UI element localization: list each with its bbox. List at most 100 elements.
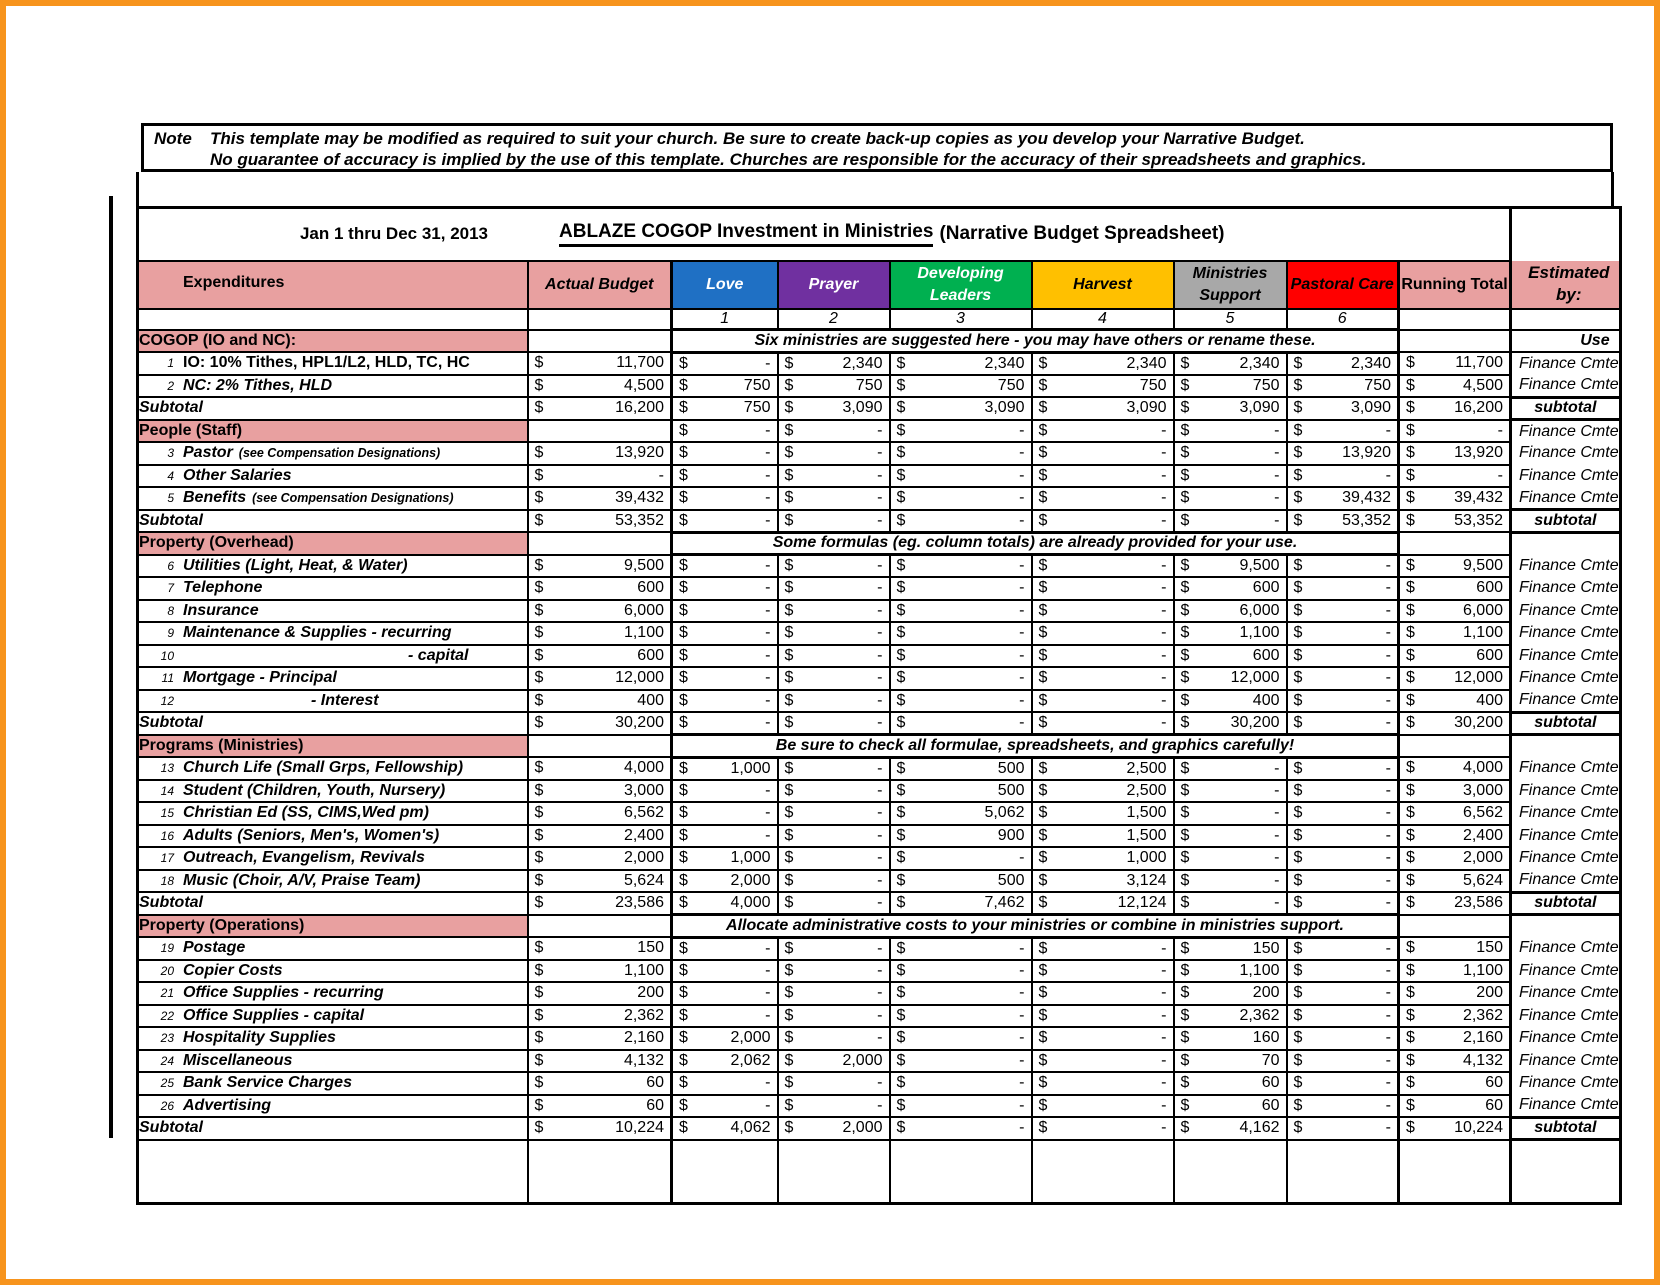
subtotal-running_total-cell[interactable]: $23,586 <box>1397 891 1512 916</box>
ministries_support-cell[interactable]: $400 <box>1172 688 1288 713</box>
running_total-cell[interactable]: $400 <box>1397 688 1512 713</box>
section-note[interactable]: Six ministries are suggested here - you … <box>670 328 1400 354</box>
harvest-cell[interactable]: $2,500 <box>1030 778 1175 803</box>
section-ministries_support-cell[interactable]: $ - <box>1172 418 1288 443</box>
developing-cell[interactable]: $ - <box>888 643 1033 668</box>
estimated-by-cell[interactable]: Finance Cmte <box>1509 487 1622 510</box>
developing-cell[interactable]: $2,340 <box>888 351 1033 376</box>
expenditure-label-cell[interactable]: 22 Office Supplies - capital <box>136 1003 529 1028</box>
section-note[interactable]: Some formulas (eg. column totals) are al… <box>670 530 1400 556</box>
subtotal-love-cell[interactable]: $ - <box>670 711 779 736</box>
expenditure-label-cell[interactable]: 26 Advertising <box>136 1093 529 1118</box>
harvest-cell[interactable]: $750 <box>1030 373 1175 398</box>
pastoral_care-cell[interactable]: $ - <box>1285 846 1400 871</box>
harvest-cell[interactable]: $ - <box>1030 643 1175 668</box>
developing-cell[interactable]: $750 <box>888 373 1033 398</box>
column-header-developing[interactable]: Developing Leaders <box>888 259 1033 310</box>
subtotal-ministries_support-cell[interactable]: $3,090 <box>1172 396 1288 421</box>
column-header-pastoral_care[interactable]: Pastoral Care <box>1285 259 1400 310</box>
love-cell[interactable]: $2,000 <box>670 1026 779 1051</box>
prayer-cell[interactable]: $ - <box>776 463 891 488</box>
love-cell[interactable]: $ - <box>670 1093 779 1118</box>
section-pastoral_care-cell[interactable]: $ - <box>1285 418 1400 443</box>
prayer-cell[interactable]: $ - <box>776 756 891 781</box>
prayer-cell[interactable]: $ - <box>776 981 891 1006</box>
estimated-by-cell[interactable]: Finance Cmte <box>1509 802 1622 825</box>
subtotal-ministries_support-cell[interactable]: $4,162 <box>1172 1116 1288 1141</box>
ministries_support-cell[interactable]: $ - <box>1172 441 1288 466</box>
prayer-cell[interactable]: $ - <box>776 801 891 826</box>
love-cell[interactable]: $ - <box>670 621 779 646</box>
developing-cell[interactable]: $ - <box>888 486 1033 511</box>
prayer-cell[interactable]: $ - <box>776 958 891 983</box>
expenditure-label-cell[interactable]: 8 Insurance <box>136 598 529 623</box>
running_total-cell[interactable]: $12,000 <box>1397 666 1512 691</box>
prayer-cell[interactable]: $2,000 <box>776 1048 891 1073</box>
expenditure-label-cell[interactable]: 20 Copier Costs <box>136 958 529 983</box>
subtotal-actual-cell[interactable]: $53,352 <box>526 508 673 533</box>
pastoral_care-cell[interactable]: $ - <box>1285 823 1400 848</box>
expenditure-label-cell[interactable]: 12 - Interest <box>136 688 529 713</box>
developing-cell[interactable]: $ - <box>888 441 1033 466</box>
prayer-cell[interactable]: $ - <box>776 598 891 623</box>
expenditure-label-cell[interactable]: 1 IO: 10% Tithes, HPL1/L2, HLD, TC, HC <box>136 351 529 376</box>
ministries_support-cell[interactable]: $6,000 <box>1172 598 1288 623</box>
section-love-cell[interactable]: $ - <box>670 418 779 443</box>
expenditure-label-cell[interactable]: 15 Christian Ed (SS, CIMS,Wed pm) <box>136 801 529 826</box>
subtotal-pastoral_care-cell[interactable]: $ - <box>1285 1116 1400 1141</box>
love-cell[interactable]: $ - <box>670 463 779 488</box>
prayer-cell[interactable]: $ - <box>776 666 891 691</box>
love-cell[interactable]: $1,000 <box>670 846 779 871</box>
section-prayer-cell[interactable]: $ - <box>776 418 891 443</box>
harvest-cell[interactable]: $1,500 <box>1030 823 1175 848</box>
estimated-by-cell[interactable]: Finance Cmte <box>1509 937 1622 960</box>
expenditure-label-cell[interactable]: 6 Utilities (Light, Heat, & Water) <box>136 553 529 578</box>
column-header-estimated-by[interactable]: Estimated by: <box>1509 260 1622 309</box>
pastoral_care-cell[interactable]: $ - <box>1285 1071 1400 1096</box>
expenditure-label-cell[interactable]: 17 Outreach, Evangelism, Revivals <box>136 846 529 871</box>
pastoral_care-cell[interactable]: $750 <box>1285 373 1400 398</box>
section-label[interactable]: COGOP (IO and NC): <box>136 328 529 353</box>
actual-cell[interactable]: $4,000 <box>526 756 673 781</box>
ministries_support-cell[interactable]: $ - <box>1172 778 1288 803</box>
running_total-cell[interactable]: $4,500 <box>1397 373 1512 398</box>
prayer-cell[interactable]: $ - <box>776 1071 891 1096</box>
ministries_support-cell[interactable]: $150 <box>1172 936 1288 961</box>
developing-cell[interactable]: $ - <box>888 598 1033 623</box>
running_total-cell[interactable]: $13,920 <box>1397 441 1512 466</box>
subtotal-love-cell[interactable]: $4,000 <box>670 891 779 916</box>
expenditure-label-cell[interactable]: 5 Benefits (see Compensation Designations) <box>136 486 529 511</box>
estimated-by-cell[interactable]: Finance Cmte <box>1509 644 1622 667</box>
pastoral_care-cell[interactable]: $ - <box>1285 981 1400 1006</box>
pastoral_care-cell[interactable]: $ - <box>1285 958 1400 983</box>
harvest-cell[interactable]: $1,500 <box>1030 801 1175 826</box>
harvest-cell[interactable]: $ - <box>1030 666 1175 691</box>
expenditure-label-cell[interactable]: 16 Adults (Seniors, Men's, Women's) <box>136 823 529 848</box>
column-header-ministries_support[interactable]: Ministries Support <box>1172 259 1288 310</box>
harvest-cell[interactable]: $ - <box>1030 463 1175 488</box>
developing-cell[interactable]: $ - <box>888 553 1033 578</box>
harvest-cell[interactable]: $ - <box>1030 688 1175 713</box>
actual-cell[interactable]: $ - <box>526 463 673 488</box>
harvest-cell[interactable]: $ - <box>1030 1048 1175 1073</box>
developing-cell[interactable]: $ - <box>888 621 1033 646</box>
ministries_support-cell[interactable]: $160 <box>1172 1026 1288 1051</box>
subtotal-love-cell[interactable]: $750 <box>670 396 779 421</box>
developing-cell[interactable]: $ - <box>888 1093 1033 1118</box>
ministries_support-cell[interactable]: $ - <box>1172 846 1288 871</box>
actual-cell[interactable]: $600 <box>526 576 673 601</box>
actual-cell[interactable]: $12,000 <box>526 666 673 691</box>
developing-cell[interactable]: $5,062 <box>888 801 1033 826</box>
pastoral_care-cell[interactable]: $ - <box>1285 778 1400 803</box>
actual-cell[interactable]: $1,100 <box>526 958 673 983</box>
pastoral_care-cell[interactable]: $ - <box>1285 598 1400 623</box>
estimated-by-cell[interactable]: Finance Cmte <box>1509 599 1622 622</box>
ministries_support-cell[interactable]: $750 <box>1172 373 1288 398</box>
harvest-cell[interactable]: $2,340 <box>1030 351 1175 376</box>
prayer-cell[interactable]: $ - <box>776 1093 891 1118</box>
ministries_support-cell[interactable]: $ - <box>1172 801 1288 826</box>
expenditure-label-cell[interactable]: 23 Hospitality Supplies <box>136 1026 529 1051</box>
pastoral_care-cell[interactable]: $ - <box>1285 463 1400 488</box>
love-cell[interactable]: $ - <box>670 1071 779 1096</box>
developing-cell[interactable]: $ - <box>888 463 1033 488</box>
